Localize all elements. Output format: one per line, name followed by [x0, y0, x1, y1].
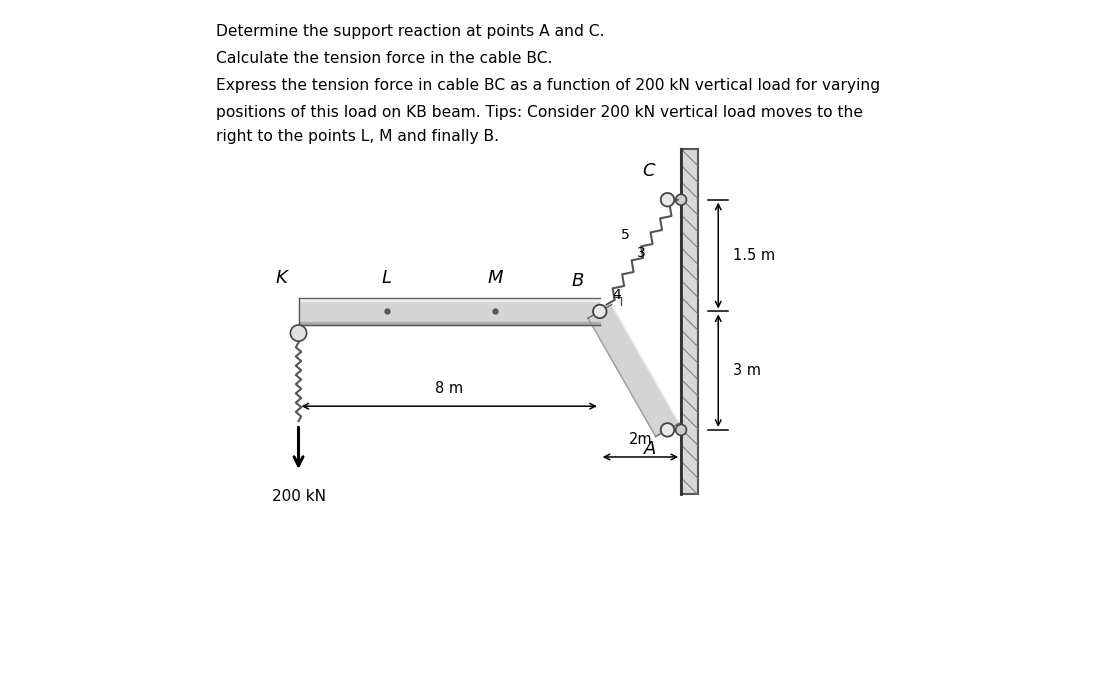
- Text: C: C: [642, 162, 654, 180]
- Text: L: L: [381, 269, 392, 287]
- Text: 2m: 2m: [628, 432, 652, 447]
- Text: A: A: [645, 439, 657, 458]
- Text: positions of this load on KB beam. Tips: Consider 200 kN vertical load moves to : positions of this load on KB beam. Tips:…: [216, 105, 863, 120]
- Circle shape: [675, 424, 686, 435]
- Text: right to the points L, M and finally B.: right to the points L, M and finally B.: [216, 129, 498, 144]
- Text: 3 m: 3 m: [733, 363, 761, 378]
- Circle shape: [661, 193, 674, 206]
- Text: Calculate the tension force in the cable BC.: Calculate the tension force in the cable…: [216, 51, 552, 66]
- Text: K: K: [276, 269, 288, 287]
- Text: Determine the support reaction at points A and C.: Determine the support reaction at points…: [216, 24, 604, 39]
- Text: 200 kN: 200 kN: [271, 489, 325, 504]
- Text: 8 m: 8 m: [435, 381, 463, 396]
- Polygon shape: [299, 298, 600, 325]
- Circle shape: [675, 194, 686, 205]
- Text: 5: 5: [620, 227, 629, 242]
- Text: Express the tension force in cable BC as a function of 200 kN vertical load for : Express the tension force in cable BC as…: [216, 78, 879, 93]
- Bar: [681, 149, 698, 494]
- Polygon shape: [589, 305, 680, 437]
- Text: 4: 4: [613, 288, 621, 302]
- Circle shape: [290, 325, 306, 341]
- Text: 1.5 m: 1.5 m: [733, 248, 775, 263]
- Circle shape: [593, 305, 606, 318]
- Text: 3: 3: [637, 246, 646, 260]
- Text: B: B: [571, 271, 584, 290]
- Circle shape: [661, 423, 674, 437]
- Text: M: M: [488, 269, 503, 287]
